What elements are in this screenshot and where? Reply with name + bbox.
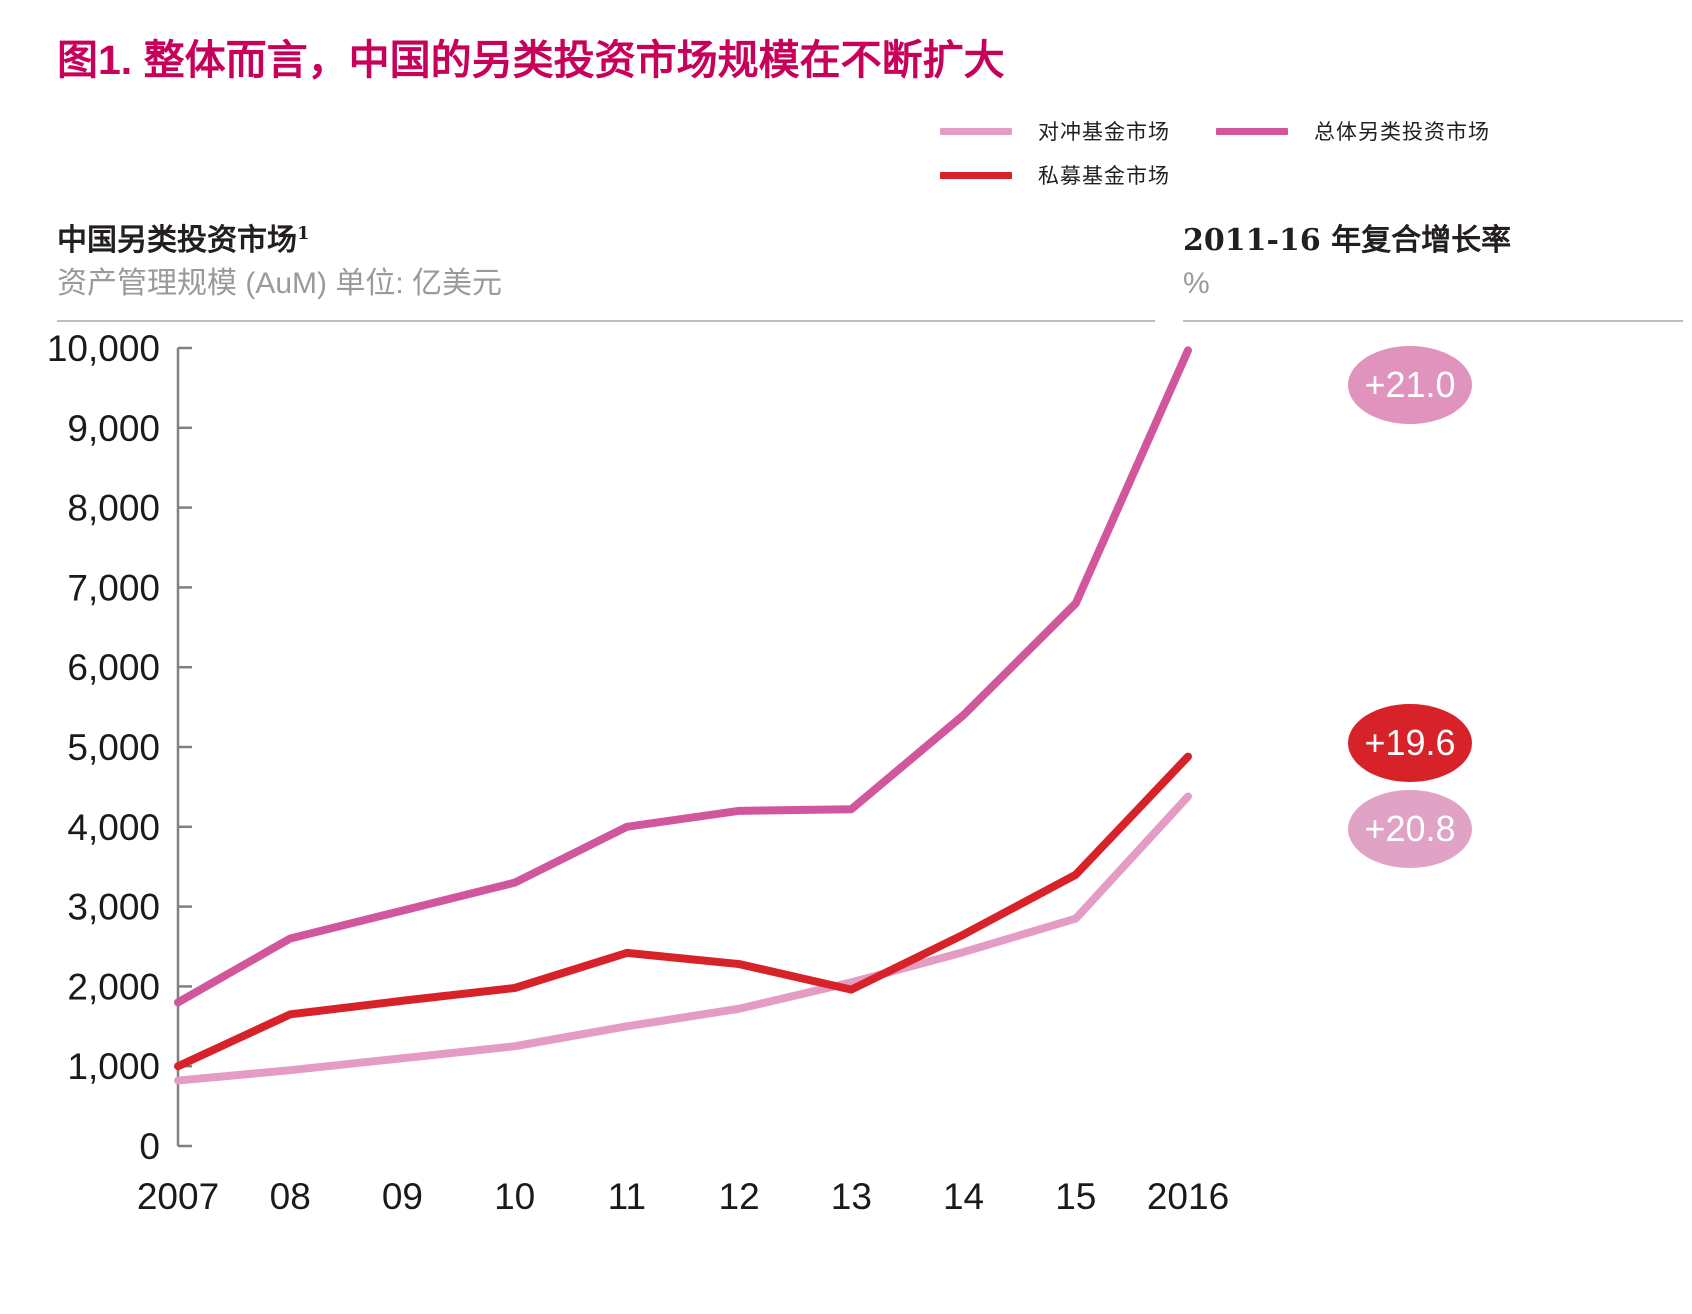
y-axis-tick-label: 5,000 bbox=[67, 727, 160, 768]
x-axis-tick-label: 2007 bbox=[137, 1176, 219, 1217]
line-chart: 0 1,000 2,000 3,000 4,000 5,000 6,000 7,000 8,00… bbox=[0, 330, 1300, 1260]
page-title: 图1. 整体而言，中国的另类投资市场规模在不断扩大 bbox=[57, 37, 1005, 83]
y-axis-tick-label: 9,000 bbox=[67, 408, 160, 449]
left-column-subtitle: 资产管理规模 (AuM) 单位: 亿美元 bbox=[57, 266, 503, 300]
footnote-marker: 1 bbox=[297, 223, 310, 244]
right-column-title: 2011-16 年复合增长率 bbox=[1183, 223, 1512, 258]
x-axis-tick-label: 08 bbox=[270, 1176, 311, 1217]
y-axis-tick-label: 6,000 bbox=[67, 647, 160, 688]
cagr-badge-private-fund: +19.6 bbox=[1348, 704, 1472, 782]
x-axis-tick-labels: 2007 08 09 10 11 12 13 14 15 2016 bbox=[137, 1176, 1229, 1217]
cagr-badge-hedge-fund-value: +20.8 bbox=[1364, 808, 1456, 849]
x-axis-tick-label: 2016 bbox=[1147, 1176, 1229, 1217]
y-axis-tick-labels: 0 1,000 2,000 3,000 4,000 5,000 6,000 7,000 8,00… bbox=[47, 330, 160, 1167]
x-axis-tick-label: 14 bbox=[943, 1176, 984, 1217]
y-axis-tick-label: 2,000 bbox=[67, 966, 160, 1007]
left-column-title: 中国另类投资市场1 bbox=[57, 222, 1147, 260]
x-axis-tick-label: 13 bbox=[831, 1176, 872, 1217]
x-axis-tick-label: 09 bbox=[382, 1176, 423, 1217]
series-line bbox=[174, 792, 1192, 1085]
right-column-header: 2011-16 年复合增长率 % bbox=[1183, 222, 1683, 303]
legend-label-total-alt: 总体另类投资市场 bbox=[1314, 120, 1490, 144]
x-axis-tick-label: 12 bbox=[719, 1176, 760, 1217]
y-axis-tick-label: 8,000 bbox=[67, 488, 160, 529]
y-axis-tick-label: 0 bbox=[139, 1126, 160, 1167]
series-line bbox=[174, 346, 1192, 1007]
chart-svg: 0 1,000 2,000 3,000 4,000 5,000 6,000 7,000 8,00… bbox=[47, 330, 1229, 1217]
legend-item-total-alt: 总体另类投资市场 bbox=[1216, 118, 1490, 144]
legend-swatch-private-fund bbox=[940, 171, 1012, 179]
y-axis-tick-label: 7,000 bbox=[67, 567, 160, 608]
cagr-badge-total-alt-value: +21.0 bbox=[1364, 364, 1456, 405]
legend-item-private-fund: 私募基金市场 bbox=[940, 162, 1170, 188]
chart-series-group bbox=[174, 346, 1192, 1085]
series-line bbox=[174, 752, 1192, 1071]
cagr-badge-private-fund-value: +19.6 bbox=[1364, 722, 1456, 763]
right-header-divider bbox=[1183, 320, 1683, 322]
legend-item-hedge-fund: 对冲基金市场 bbox=[940, 118, 1170, 144]
right-column-subtitle: % bbox=[1183, 266, 1210, 300]
legend-swatch-total-alt bbox=[1216, 127, 1288, 135]
left-header-divider bbox=[57, 320, 1155, 322]
left-column-header: 中国另类投资市场1 资产管理规模 (AuM) 单位: 亿美元 bbox=[57, 222, 1147, 303]
y-axis-ticks bbox=[178, 346, 192, 1148]
legend-swatch-hedge-fund bbox=[940, 127, 1012, 135]
y-axis-tick-label: 4,000 bbox=[67, 807, 160, 848]
legend-label-private-fund: 私募基金市场 bbox=[1038, 164, 1170, 188]
x-axis-tick-label: 11 bbox=[608, 1176, 646, 1217]
cagr-badge-hedge-fund: +20.8 bbox=[1348, 790, 1472, 868]
cagr-badge-total-alt: +21.0 bbox=[1348, 346, 1472, 424]
x-axis-tick-label: 10 bbox=[494, 1176, 535, 1217]
x-axis-tick-label: 15 bbox=[1055, 1176, 1096, 1217]
y-axis-tick-label: 1,000 bbox=[67, 1046, 160, 1087]
legend-label-hedge-fund: 对冲基金市场 bbox=[1038, 120, 1170, 144]
chart-legend: 对冲基金市场 总体另类投资市场 私募基金市场 bbox=[940, 118, 1560, 206]
y-axis-tick-label: 3,000 bbox=[67, 887, 160, 928]
left-column-title-text: 中国另类投资市场 bbox=[57, 223, 297, 258]
y-axis-tick-label: 10,000 bbox=[47, 330, 160, 369]
